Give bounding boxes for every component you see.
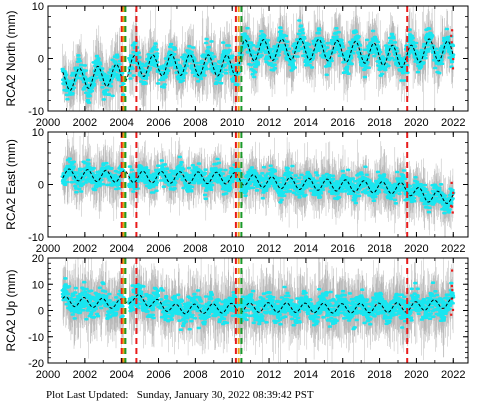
x-tick-label: 2018 — [367, 243, 391, 255]
x-tick-label: 2010 — [220, 243, 244, 255]
x-tick-label: 2014 — [294, 243, 318, 255]
x-tick-label: 2010 — [220, 369, 244, 381]
x-tick-label: 2008 — [183, 243, 207, 255]
x-tick-label: 2002 — [73, 369, 97, 381]
y-tick-label: 0 — [38, 54, 44, 66]
x-tick-label: 2000 — [36, 243, 60, 255]
panel-1: -10 0 10 2000 2002 2004 2006 2008 2010 2012 2014 20… — [4, 127, 469, 255]
model-line — [62, 168, 454, 204]
panel-0: -10 0 10 2000 2002 2004 2006 2008 2010 2012 2014 20… — [4, 1, 469, 129]
outlier-point — [451, 205, 454, 208]
x-tick-label: 2016 — [330, 369, 354, 381]
y-axis-label: RCA2 North (mm) — [4, 10, 18, 106]
outlier-point — [452, 191, 455, 194]
y-tick-label: 0 — [38, 180, 44, 192]
x-tick-label: 2004 — [109, 243, 133, 255]
x-tick-label: 2012 — [257, 369, 281, 381]
y-tick-label: 0 — [38, 306, 44, 318]
outlier-point — [450, 284, 453, 288]
x-tick-label: 2010 — [220, 117, 244, 129]
outlier-point — [450, 34, 453, 37]
x-tick-label: 2018 — [367, 117, 391, 129]
outlier-point — [450, 181, 453, 184]
x-tick-label: 2002 — [73, 117, 97, 129]
x-tick-label: 2004 — [109, 117, 133, 129]
plot-area — [60, 258, 456, 363]
y-tick-label: -10 — [28, 106, 44, 118]
outlier-point — [451, 288, 454, 292]
outlier-point — [452, 58, 455, 61]
x-tick-label: 2016 — [330, 243, 354, 255]
outlier-point — [451, 211, 454, 214]
x-tick-label: 2002 — [73, 243, 97, 255]
x-tick-label: 2006 — [146, 243, 170, 255]
plot-area — [60, 6, 456, 111]
data-points — [60, 155, 456, 215]
x-tick-label: 2022 — [441, 369, 465, 381]
y-tick-label: 20 — [32, 253, 44, 265]
y-tick-label: -20 — [28, 358, 44, 370]
x-tick-label: 2012 — [257, 243, 281, 255]
x-tick-label: 2004 — [109, 369, 133, 381]
x-tick-label: 2006 — [146, 117, 170, 129]
outlier-point — [451, 67, 455, 70]
outlier-point — [451, 308, 455, 312]
y-axis-label: RCA2 Up (mm) — [4, 269, 18, 351]
x-tick-label: 2008 — [183, 369, 207, 381]
y-tick-label: 10 — [32, 127, 44, 139]
x-tick-label: 2014 — [294, 117, 318, 129]
x-tick-label: 2020 — [404, 117, 428, 129]
x-tick-label: 2022 — [441, 243, 465, 255]
y-tick-label: 10 — [32, 1, 44, 13]
y-tick-label: -10 — [28, 232, 44, 244]
x-tick-label: 2000 — [36, 369, 60, 381]
outlier-point — [449, 204, 453, 207]
x-tick-label: 2012 — [257, 117, 281, 129]
model-line — [62, 294, 454, 315]
x-tick-label: 2016 — [330, 117, 354, 129]
plot-area — [60, 132, 456, 237]
y-tick-label: 10 — [32, 279, 44, 291]
x-tick-label: 2018 — [367, 369, 391, 381]
outlier-point — [451, 269, 454, 272]
outlier-point — [450, 41, 453, 44]
x-tick-label: 2008 — [183, 117, 207, 129]
x-tick-label: 2020 — [404, 369, 428, 381]
x-tick-label: 2006 — [146, 369, 170, 381]
x-tick-label: 2014 — [294, 369, 318, 381]
outlier-point — [451, 29, 454, 32]
outlier-point — [450, 297, 453, 300]
x-tick-label: 2022 — [441, 117, 465, 129]
model-line — [62, 38, 454, 91]
y-axis-label: RCA2 East (mm) — [4, 139, 18, 230]
panel-2: -20 -10 0 10 20 2000 2002 2004 2006 2008 2010 2012 2… — [4, 253, 469, 381]
y-tick-label: -10 — [28, 332, 44, 344]
outlier-point — [450, 313, 453, 316]
x-tick-label: 2020 — [404, 243, 428, 255]
x-tick-label: 2000 — [36, 117, 60, 129]
plot-last-updated: Plot Last Updated: Sunday, January 30, 2… — [46, 389, 314, 401]
